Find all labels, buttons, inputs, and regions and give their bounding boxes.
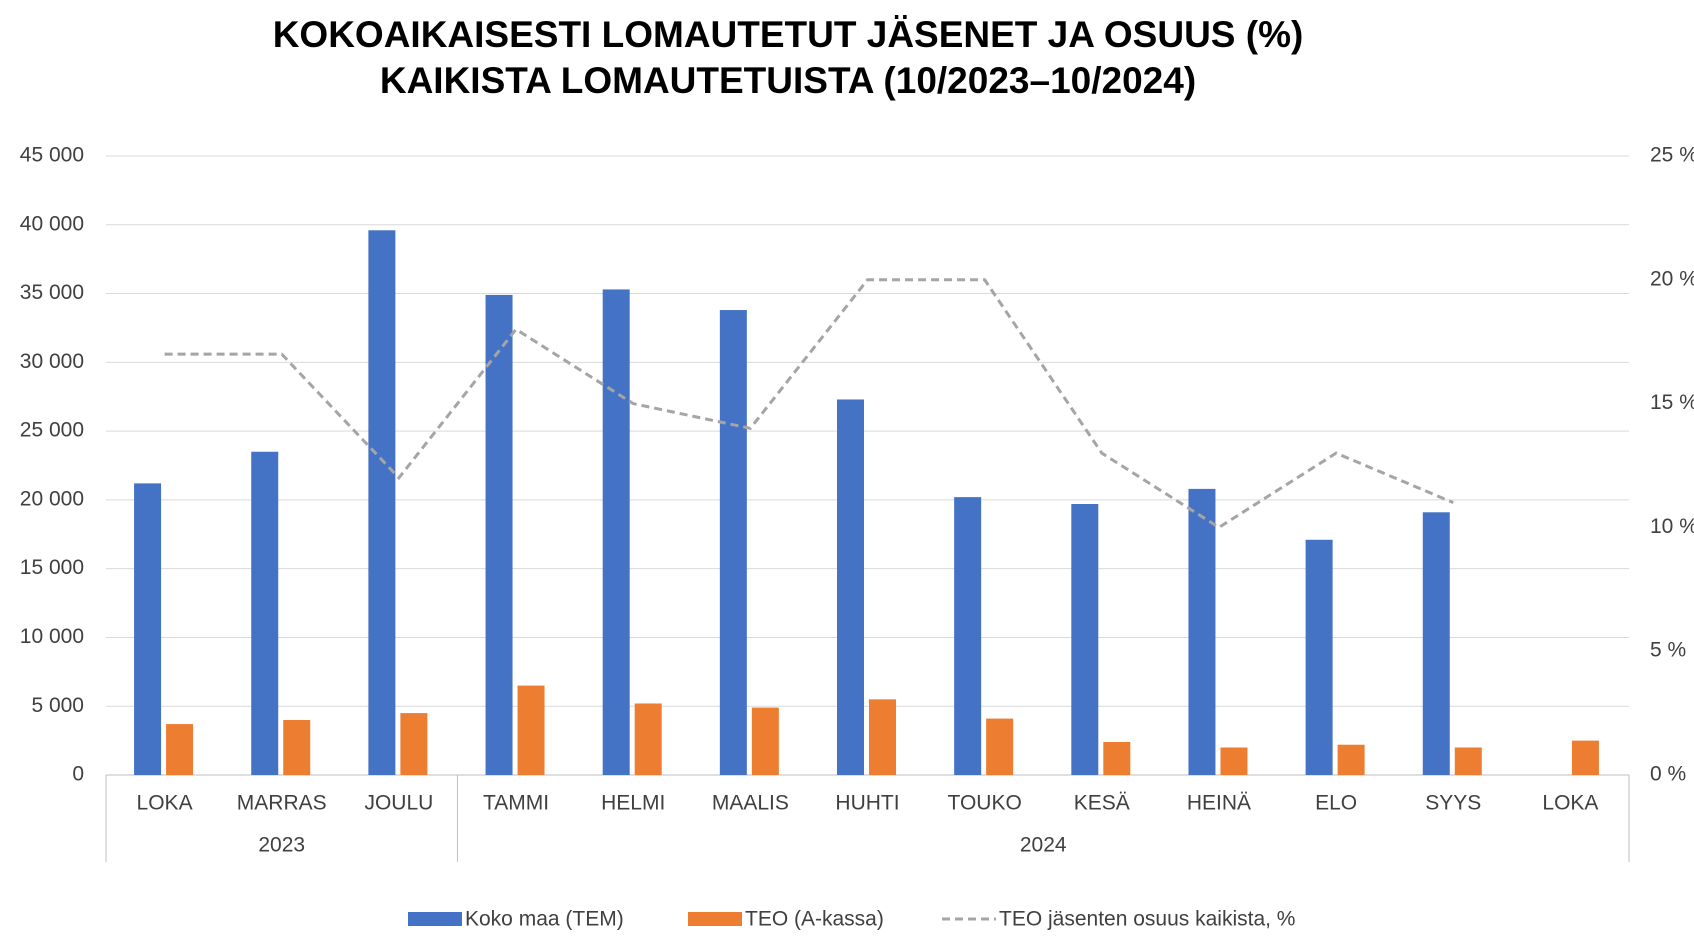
bar [954,497,982,775]
bar [1454,747,1482,775]
x-tick-label: LOKA [1542,792,1598,815]
y2-tick-label: 10 % [1650,515,1694,538]
bar [719,310,747,775]
y2-tick-label: 25 % [1650,144,1694,167]
x-tick-label: KESÄ [1074,792,1130,815]
y-tick-label: 45 000 [20,144,84,167]
y-tick-label: 35 000 [20,281,84,304]
x-tick-label: SYYS [1425,792,1481,815]
y-tick-label: 0 [72,763,84,786]
legend-swatch [688,912,742,926]
bar [869,699,896,775]
y2-tick-label: 20 % [1650,267,1694,290]
bar [1305,539,1333,775]
chart-title: KAIKISTA LOMAUTETUISTA (10/2023–10/2024) [380,60,1196,101]
x-tick-label: HEINÄ [1187,792,1251,815]
bar [251,451,279,775]
x-tick-label: MAALIS [712,792,789,815]
bar [166,724,194,775]
y-tick-label: 5 000 [31,694,84,717]
chart-title: KOKOAIKAISESTI LOMAUTETUT JÄSENET JA OSU… [273,14,1304,55]
legend-label: TEO (A-kassa) [745,908,884,931]
bar [1220,747,1248,775]
bar [368,230,396,775]
y-tick-label: 20 000 [20,487,84,510]
bar [485,294,513,775]
group-label: 2023 [258,834,305,857]
y2-tick-label: 5 % [1650,639,1686,662]
bar [517,685,545,775]
y-tick-label: 25 000 [20,419,84,442]
bar [1103,741,1131,775]
bar [1422,512,1450,775]
x-tick-label: MARRAS [237,792,327,815]
bar [602,289,630,775]
x-tick-label: ELO [1315,792,1357,815]
legend-swatch [408,912,462,926]
bar [400,713,428,775]
x-tick-label: TOUKO [948,792,1022,815]
y2-tick-label: 0 % [1650,763,1686,786]
x-tick-label: LOKA [137,792,193,815]
y-tick-label: 30 000 [20,350,84,373]
legend-label: Koko maa (TEM) [465,908,624,931]
bar [634,703,662,775]
bar [283,719,311,775]
y-tick-label: 10 000 [20,625,84,648]
x-tick-label: HUHTI [835,792,899,815]
bar [837,399,864,775]
legend-label: TEO jäsenten osuus kaikista, % [999,908,1295,931]
bar [986,718,1014,775]
bar [1571,740,1599,775]
x-tick-label: JOULU [364,792,433,815]
bar [751,707,779,775]
bar [134,483,162,775]
x-tick-label: HELMI [601,792,665,815]
group-label: 2024 [1020,834,1067,857]
y2-tick-label: 15 % [1650,391,1694,414]
bar [1337,744,1365,775]
bar [1188,488,1216,775]
x-tick-label: TAMMI [483,792,549,815]
y-tick-label: 40 000 [20,212,84,235]
bar [1071,504,1099,775]
y-tick-label: 15 000 [20,556,84,579]
